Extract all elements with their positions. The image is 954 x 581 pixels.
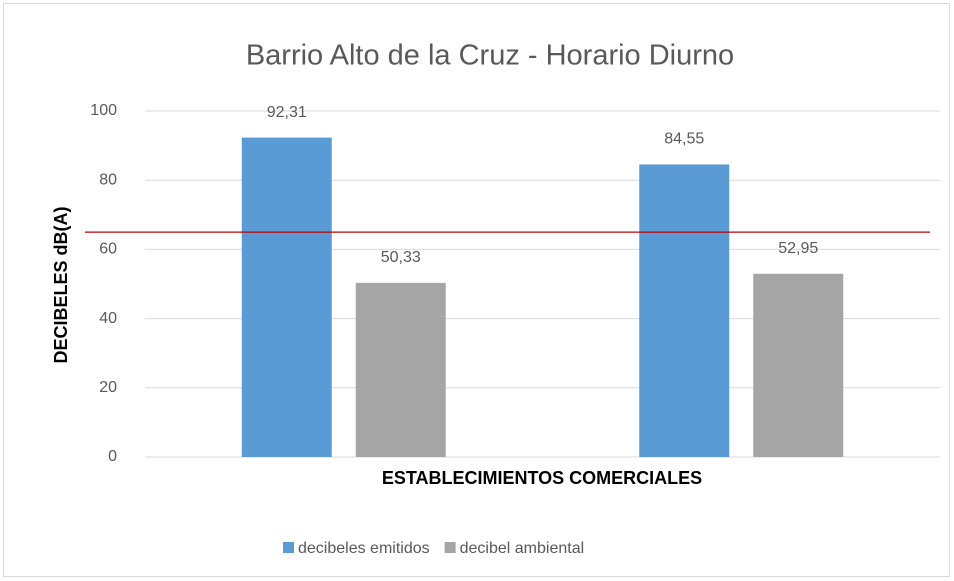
data-label: 84,55	[664, 131, 704, 148]
data-label: 50,33	[381, 249, 421, 266]
bar	[355, 282, 446, 457]
legend-label: decibeles emitidos	[298, 540, 430, 557]
chart-title: Barrio Alto de la Cruz - Horario Diurno	[246, 40, 734, 72]
x-axis-label: ESTABLECIMIENTOS COMERCIALES	[382, 468, 702, 488]
bar	[753, 273, 844, 457]
y-tick-label: 100	[90, 102, 117, 119]
y-tick-label: 0	[108, 448, 117, 465]
bar	[639, 164, 730, 457]
data-label: 92,31	[267, 104, 307, 121]
legend-swatch	[444, 542, 456, 553]
y-tick-label: 60	[99, 241, 117, 258]
y-tick-label: 80	[99, 171, 117, 188]
y-tick-label: 40	[99, 310, 117, 327]
legend-swatch	[283, 542, 294, 553]
bar	[241, 137, 332, 457]
y-axis-label: DECIBELES dB(A)	[51, 206, 71, 363]
y-tick-label: 20	[99, 379, 117, 396]
legend-label: decibel ambiental	[460, 540, 585, 557]
data-label: 52,95	[778, 240, 818, 257]
